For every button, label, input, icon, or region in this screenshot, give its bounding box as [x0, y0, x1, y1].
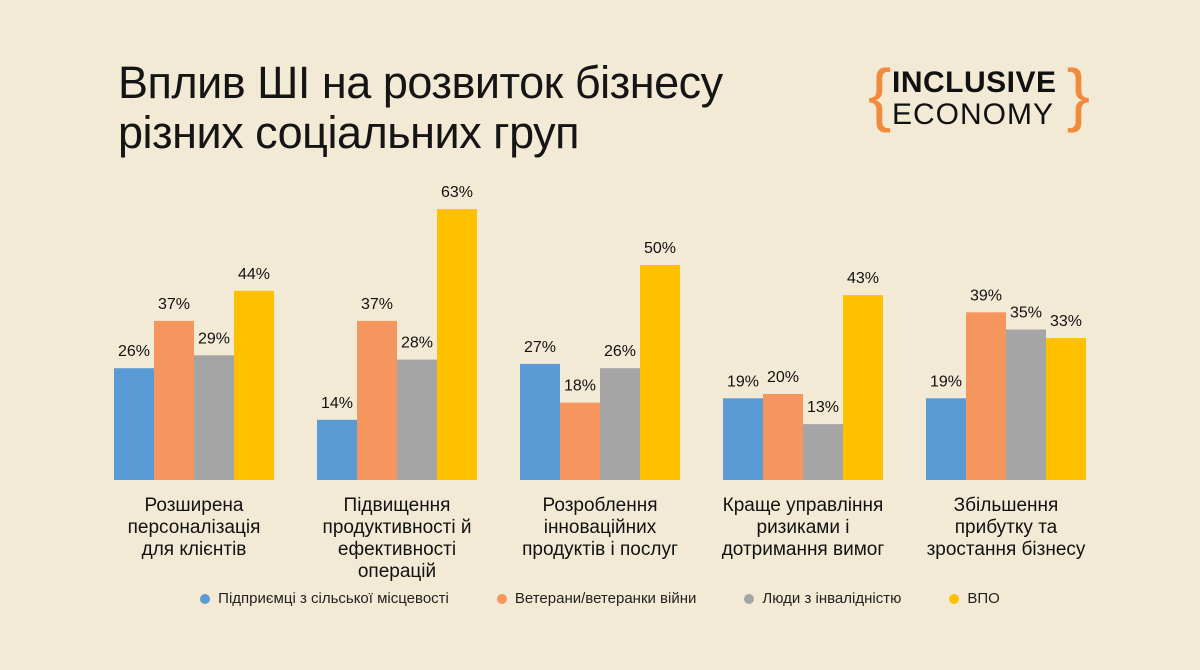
- legend-swatch: [200, 593, 211, 604]
- category-label-line: зростання бізнесу: [926, 539, 1086, 560]
- category-label: Підвищення продуктивності й ефективності оп…: [297, 495, 497, 583]
- data-label: 19%: [930, 373, 962, 390]
- category-label-line: Розширена: [144, 495, 244, 516]
- category-label-line: Краще управління: [722, 495, 884, 516]
- bar: [357, 320, 397, 480]
- bar: [640, 265, 680, 480]
- chart-title-line-1: Вплив ШІ на розвиток бізнесу: [118, 57, 723, 108]
- data-label: 14%: [321, 395, 353, 412]
- legend-label: Підприємці з сільської місцевості: [218, 590, 449, 607]
- bar: [843, 295, 883, 480]
- category-label-line: інноваційних: [543, 517, 657, 538]
- data-label: 35%: [1010, 305, 1042, 322]
- bar: [317, 419, 357, 480]
- bar: [194, 355, 234, 480]
- category-label-line: Підвищення: [343, 495, 451, 516]
- category-label-line: прибутку та: [954, 517, 1058, 538]
- data-label: 18%: [564, 378, 596, 395]
- legend-swatch: [744, 593, 755, 604]
- legend: Підприємці з сільської місцевості Ветеран…: [0, 590, 1200, 607]
- category-label-line: ризиками і: [756, 517, 850, 538]
- data-label: 26%: [604, 343, 636, 360]
- category-label: Розширена персоналізація для клієнтів: [94, 495, 294, 561]
- category-label: Збільшення прибутку та зростання бізнесу: [906, 495, 1106, 561]
- data-label: 44%: [238, 266, 270, 283]
- category-label-line: персоналізація: [127, 517, 261, 538]
- legend-item: Підприємці з сільської місцевості: [200, 590, 449, 607]
- legend-item: Ветерани/ветеранки війни: [496, 590, 697, 607]
- data-label: 27%: [524, 339, 556, 356]
- data-label: 13%: [807, 399, 839, 416]
- data-label: 37%: [158, 296, 190, 313]
- bar: [234, 290, 274, 480]
- category-label-line: ефективності: [337, 539, 457, 560]
- category-label: Розроблення інноваційних продуктів і послу…: [500, 495, 700, 561]
- bar: [154, 320, 194, 480]
- category-label-line: для клієнтів: [141, 539, 247, 560]
- bar: [560, 402, 600, 480]
- data-label: 63%: [441, 184, 473, 201]
- category-label-line: операцій: [357, 561, 437, 582]
- bar: [966, 312, 1006, 480]
- data-label: 29%: [198, 330, 230, 347]
- logo-word-inclusive: INCLUSIVE: [892, 66, 1057, 99]
- bar: [723, 398, 763, 480]
- chart-title-line-2: різних соціальних груп: [118, 107, 579, 158]
- bar: [114, 368, 154, 480]
- bar: [600, 368, 640, 480]
- data-label: 26%: [118, 343, 150, 360]
- data-label: 39%: [970, 287, 1002, 304]
- data-label: 43%: [847, 270, 879, 287]
- category-label-line: Розроблення: [542, 495, 658, 516]
- category-label-line: продуктів і послуг: [522, 539, 678, 560]
- logo-brace-left: {: [868, 55, 892, 133]
- category-label-line: Збільшення: [953, 495, 1059, 516]
- bar: [437, 209, 477, 480]
- category-label-line: продуктивності й: [322, 517, 472, 538]
- data-label: 28%: [401, 335, 433, 352]
- data-label: 20%: [767, 369, 799, 386]
- data-label: 33%: [1050, 313, 1082, 330]
- bar: [803, 424, 843, 480]
- bar: [763, 394, 803, 480]
- legend-label: Ветерани/ветеранки війни: [514, 590, 697, 607]
- legend-swatch: [496, 593, 507, 604]
- logo-brace-right: }: [1066, 55, 1090, 133]
- bar: [520, 363, 560, 480]
- category-label: Краще управління ризиками і дотримання вим…: [703, 495, 903, 561]
- data-label: 50%: [644, 240, 676, 257]
- chart-title: Вплив ШІ на розвиток бізнесу різних соці…: [118, 58, 723, 158]
- legend-label: Люди з інвалідністю: [762, 590, 902, 607]
- data-label: 37%: [361, 296, 393, 313]
- inclusive-economy-logo: { INCLUSIVE ECONOMY }: [868, 56, 1090, 136]
- legend-item: Люди з інвалідністю: [744, 590, 901, 607]
- logo-word-economy: ECONOMY: [892, 98, 1055, 131]
- bar: [397, 359, 437, 480]
- bar: [1006, 329, 1046, 480]
- legend-swatch: [949, 593, 960, 604]
- legend-label: ВПО: [967, 590, 1000, 607]
- bar: [926, 398, 966, 480]
- data-label: 19%: [727, 373, 759, 390]
- legend-item: ВПО: [949, 590, 1000, 607]
- bar: [1046, 338, 1086, 480]
- category-label-line: дотримання вимог: [721, 539, 885, 560]
